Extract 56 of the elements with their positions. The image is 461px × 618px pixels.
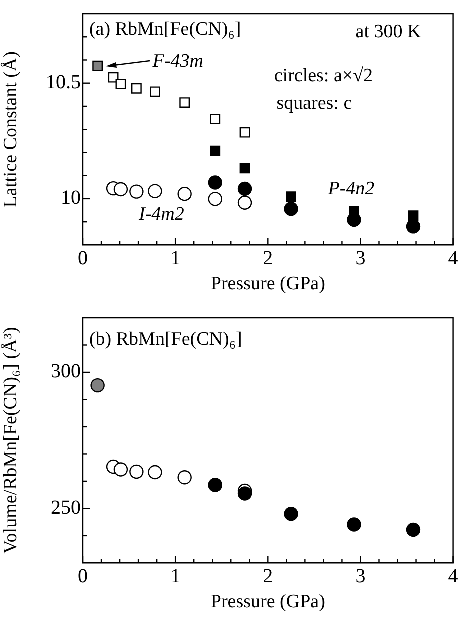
- point: [132, 83, 142, 94]
- x-axis-title: Pressure (GPa): [210, 274, 326, 295]
- point: [210, 114, 221, 124]
- point: [148, 184, 162, 198]
- annotation: (b) RbMn[Fe(CN)₆]: [89, 328, 242, 350]
- x-tick-label: 3: [356, 565, 366, 588]
- point: [90, 378, 105, 393]
- point: [284, 202, 298, 216]
- point: [178, 187, 192, 202]
- x-tick-label: 0: [78, 247, 88, 270]
- y-tick-label: 10: [61, 187, 81, 210]
- y-axis-title: Lattice Constant (Å): [0, 52, 22, 208]
- point: [238, 182, 252, 196]
- point: [116, 79, 126, 90]
- point: [240, 163, 250, 174]
- annotation: F-43m: [152, 51, 204, 72]
- point: [286, 192, 296, 202]
- point: [408, 210, 419, 222]
- annotation: (a) RbMn[Fe(CN)₆]: [89, 19, 242, 40]
- point: [148, 465, 162, 480]
- x-tick-label: 1: [170, 565, 181, 588]
- point: [208, 176, 222, 190]
- point: [238, 486, 252, 501]
- point: [406, 220, 421, 234]
- x-tick-label: 3: [356, 247, 366, 270]
- point: [208, 192, 222, 206]
- point: [347, 518, 362, 532]
- annotation: at 300 K: [356, 21, 422, 42]
- point: [178, 470, 192, 485]
- point: [130, 184, 144, 199]
- x-tick-label: 2: [263, 565, 274, 588]
- annotation: circles: a×√2: [274, 65, 374, 86]
- point: [150, 86, 160, 98]
- x-tick-label: 4: [448, 247, 458, 270]
- y-tick-label: 250: [51, 496, 81, 519]
- point: [114, 462, 128, 477]
- point: [406, 522, 421, 538]
- annotation: I-4m2: [138, 204, 185, 226]
- point: [92, 60, 104, 72]
- x-tick-label: 0: [78, 565, 88, 588]
- x-tick-label: 1: [170, 247, 181, 270]
- x-tick-label: 4: [448, 565, 458, 588]
- point: [240, 127, 250, 138]
- point: [210, 146, 221, 156]
- annotation: P-4n2: [327, 178, 376, 200]
- annotation: squares: c: [276, 93, 352, 114]
- y-tick-label: 10.5: [46, 72, 81, 94]
- point: [238, 196, 252, 210]
- point: [180, 98, 190, 108]
- y-axis-title: Volume/RbMn[Fe(CN)₆] (Å³): [0, 327, 22, 554]
- x-axis-title: Pressure (GPa): [210, 592, 326, 613]
- x-tick-label: 2: [263, 247, 274, 270]
- y-tick-label: 300: [51, 360, 81, 383]
- point: [114, 182, 128, 197]
- point: [130, 464, 144, 480]
- point: [284, 507, 298, 522]
